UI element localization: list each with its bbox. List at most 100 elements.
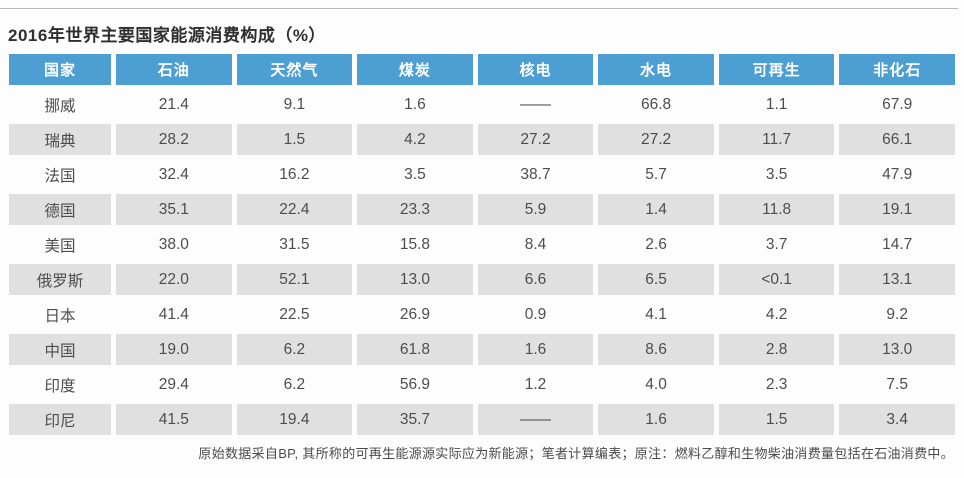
table-row: 挪威 21.4 9.1 1.6 —— 66.8 1.1 67.9 [9, 89, 955, 120]
value-cell: 4.0 [645, 375, 667, 393]
value-cell: 38.7 [520, 165, 551, 183]
value-cell: 11.8 [718, 194, 835, 225]
table-row: 印度 29.4 6.2 56.9 1.2 4.0 2.3 7.5 [9, 369, 955, 400]
value-cell: 1.6 [598, 404, 714, 435]
table-row: 中国 19.0 6.2 61.8 1.6 8.6 2.8 13.0 [9, 334, 955, 365]
value-cell: 41.5 [116, 404, 232, 435]
country-cell: 俄罗斯 [9, 264, 112, 295]
value-cell: 1.1 [765, 95, 788, 113]
value-cell: 28.2 [116, 124, 232, 155]
value-cell: 66.8 [640, 95, 672, 113]
energy-consumption-table: 国家 石油 天然气 煤炭 核电 水电 可再生 非化石 挪威 21.4 9.1 1.6 —— 66.8 1.… [4, 50, 960, 439]
table-row: 德国 35.1 22.4 23.3 5.9 1.4 11.8 19.1 [9, 194, 955, 225]
table-body: 挪威 21.4 9.1 1.6 —— 66.8 1.1 67.9 瑞典 28.2 1.5 4.2 27.… [9, 89, 955, 435]
value-cell: 3.5 [765, 165, 788, 183]
value-cell: 35.7 [357, 404, 473, 435]
value-cell: 23.3 [357, 194, 473, 225]
value-cell: 52.1 [236, 264, 353, 295]
value-cell: —— [477, 404, 594, 435]
value-cell: 3.4 [839, 404, 955, 435]
value-cell: 5.7 [645, 165, 667, 183]
value-cell: 19.4 [236, 404, 353, 435]
value-cell: 41.4 [158, 305, 189, 323]
value-cell: 13.0 [839, 334, 955, 365]
value-cell: 29.4 [158, 375, 189, 393]
value-cell: 22.0 [116, 264, 232, 295]
value-cell: 56.9 [399, 375, 431, 393]
value-cell: 16.2 [279, 165, 310, 183]
value-cell: 8.6 [598, 334, 714, 365]
value-cell: 32.4 [158, 165, 189, 183]
header-cell-1: 石油 [116, 54, 232, 85]
value-cell: <0.1 [718, 264, 835, 295]
value-cell: 2.8 [718, 334, 835, 365]
value-cell: 6.6 [477, 264, 594, 295]
table-row: 法国 32.4 16.2 3.5 38.7 5.7 3.5 47.9 [9, 159, 955, 190]
article-figure: 2016年世界主要国家能源消费构成（%） 国家 石油 天然气 煤炭 核电 水电 可再生 非化石… [0, 8, 964, 478]
country-cell: 中国 [9, 334, 112, 365]
value-cell: 21.4 [158, 95, 189, 113]
value-cell: 61.8 [357, 334, 473, 365]
value-cell: 1.6 [477, 334, 594, 365]
value-cell: 5.9 [477, 194, 594, 225]
value-cell: 9.1 [283, 95, 306, 113]
value-cell: 14.7 [882, 235, 913, 253]
value-cell: 38.0 [158, 235, 189, 253]
value-cell: 4.2 [765, 305, 788, 323]
value-cell: 26.9 [399, 305, 431, 323]
value-cell: 7.5 [886, 375, 908, 393]
country-cell: 德国 [9, 194, 112, 225]
country-cell: 挪威 [44, 97, 76, 115]
value-cell: 22.5 [279, 305, 310, 323]
value-cell: 1.6 [404, 95, 426, 113]
value-cell: 13.0 [357, 264, 473, 295]
country-cell: 日本 [44, 307, 76, 325]
value-cell: 8.4 [524, 235, 547, 253]
footnote: 原始数据采自BP, 其所称的可再生能源源实际应为新能源；笔者计算编表；原注：燃料… [198, 446, 954, 461]
value-cell: 2.6 [645, 235, 667, 253]
value-cell: 2.3 [765, 375, 788, 393]
table-row: 日本 41.4 22.5 26.9 0.9 4.1 4.2 9.2 [9, 299, 955, 330]
header-cell-2: 天然气 [236, 54, 353, 85]
value-cell: 15.8 [399, 235, 431, 253]
value-cell: 9.2 [886, 305, 908, 323]
header-cell-7: 非化石 [839, 54, 955, 85]
value-cell: 11.7 [718, 124, 835, 155]
top-divider [0, 8, 958, 9]
table-row: 瑞典 28.2 1.5 4.2 27.2 27.2 11.7 66.1 [9, 124, 955, 155]
value-cell: 35.1 [116, 194, 232, 225]
value-cell: 6.2 [236, 334, 353, 365]
value-cell: —— [520, 95, 551, 113]
header-cell-0: 国家 [9, 54, 112, 85]
page-title: 2016年世界主要国家能源消费构成（%） [8, 26, 326, 45]
value-cell: 66.1 [839, 124, 955, 155]
value-cell: 27.2 [477, 124, 594, 155]
table-header-row: 国家 石油 天然气 煤炭 核电 水电 可再生 非化石 [9, 54, 955, 85]
value-cell: 19.0 [116, 334, 232, 365]
country-cell: 瑞典 [9, 124, 112, 155]
value-cell: 31.5 [279, 235, 310, 253]
table-row: 俄罗斯 22.0 52.1 13.0 6.6 6.5 <0.1 13.1 [9, 264, 955, 295]
value-cell: 6.2 [283, 375, 306, 393]
value-cell: 4.2 [357, 124, 473, 155]
value-cell: 3.7 [765, 235, 788, 253]
country-cell: 印尼 [9, 404, 112, 435]
value-cell: 1.2 [524, 375, 547, 393]
header-cell-5: 水电 [598, 54, 714, 85]
value-cell: 1.5 [718, 404, 835, 435]
value-cell: 1.4 [598, 194, 714, 225]
country-cell: 美国 [44, 237, 76, 255]
value-cell: 4.1 [645, 305, 667, 323]
table-row: 美国 38.0 31.5 15.8 8.4 2.6 3.7 14.7 [9, 229, 955, 260]
value-cell: 47.9 [882, 165, 913, 183]
value-cell: 22.4 [236, 194, 353, 225]
value-cell: 0.9 [524, 305, 547, 323]
value-cell: 3.5 [404, 165, 426, 183]
table-header: 国家 石油 天然气 煤炭 核电 水电 可再生 非化石 [9, 54, 955, 85]
value-cell: 27.2 [598, 124, 714, 155]
header-cell-4: 核电 [477, 54, 594, 85]
country-cell: 印度 [44, 377, 76, 395]
header-cell-3: 煤炭 [357, 54, 473, 85]
value-cell: 13.1 [839, 264, 955, 295]
value-cell: 67.9 [882, 95, 913, 113]
